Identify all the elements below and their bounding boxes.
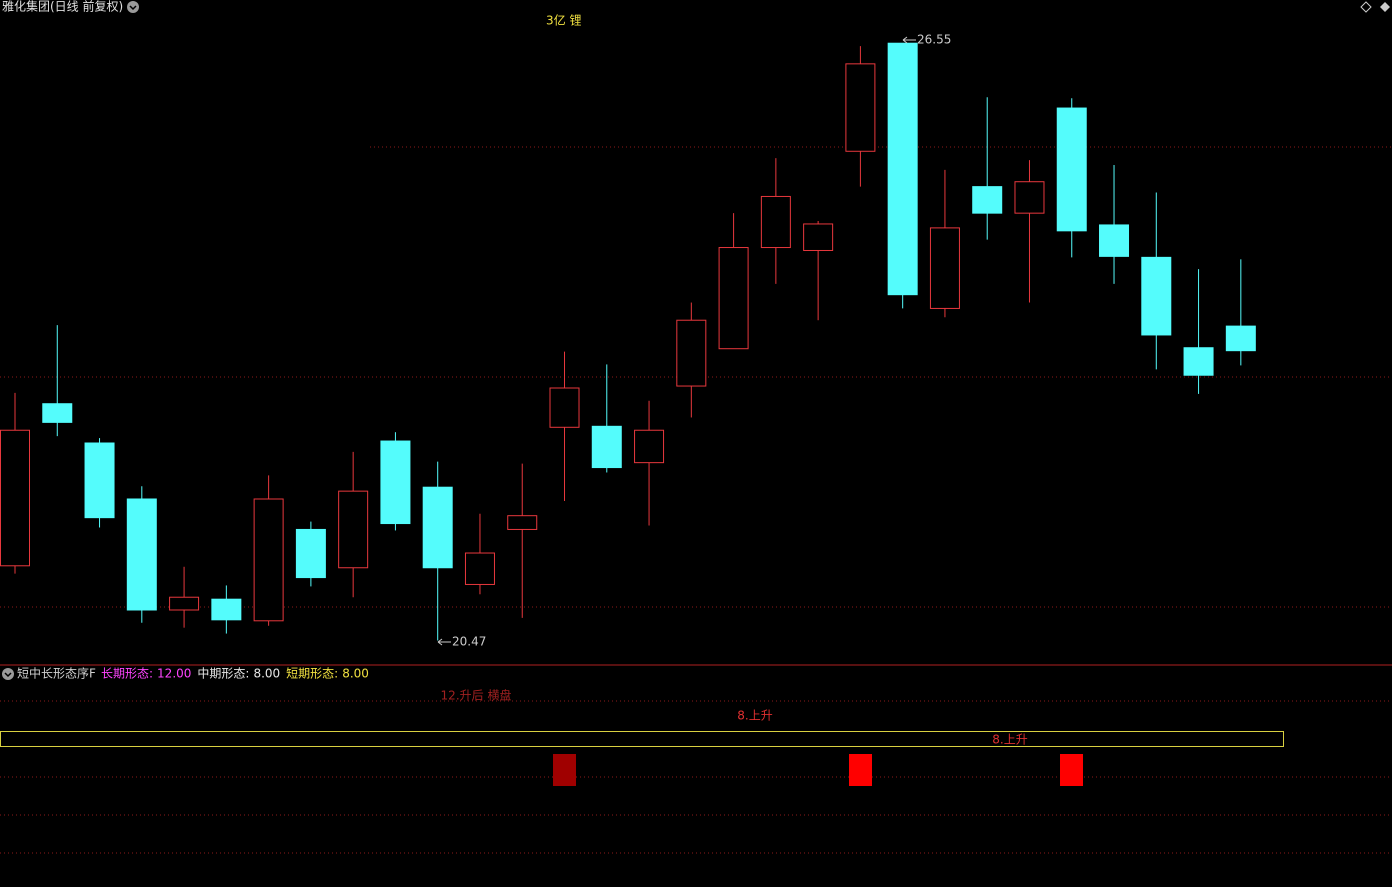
legend-name: 长期形态: xyxy=(101,667,153,681)
icon[interactable] xyxy=(1360,1,1372,13)
candle-body xyxy=(380,440,411,525)
candle-body xyxy=(464,552,495,585)
candle-body xyxy=(1141,256,1172,336)
chart-title: 雅化集团(日线 前复权) xyxy=(2,0,123,14)
legend-value: 8.00 xyxy=(342,667,369,681)
candle-body xyxy=(169,596,200,611)
candle-body xyxy=(253,498,284,622)
candle-body xyxy=(338,490,369,569)
candle-body xyxy=(634,429,665,464)
signal-block xyxy=(849,754,872,786)
candle-body xyxy=(845,63,876,152)
min-label: 20.47 xyxy=(452,635,486,649)
signal-block xyxy=(553,754,576,786)
indicator-box xyxy=(0,731,1284,747)
candle-body xyxy=(1056,107,1087,232)
signal-block xyxy=(1060,754,1083,786)
candle-body xyxy=(0,429,30,567)
candle-body xyxy=(211,598,242,621)
indicator-name: 短中长形态序F xyxy=(17,666,96,681)
min-arrow xyxy=(437,638,451,646)
candle-body xyxy=(929,227,960,309)
chart-subtitle: 3亿 锂 xyxy=(546,13,581,28)
candle-body xyxy=(422,486,453,569)
candle-body xyxy=(507,515,538,530)
legend-name: 中期形态: xyxy=(197,666,249,681)
indicator-label: 8.上升 xyxy=(992,733,1027,747)
legend-value: 8.00 xyxy=(253,667,280,681)
dropdown-arrow xyxy=(129,5,137,11)
candle-body xyxy=(760,195,791,249)
candle-body xyxy=(1014,181,1045,214)
candle-body xyxy=(887,42,918,296)
candle-body xyxy=(1225,325,1256,352)
icon[interactable] xyxy=(1380,2,1390,12)
dropdown-icon[interactable] xyxy=(2,668,14,680)
legend-value: 12.00 xyxy=(157,667,191,681)
candle-body xyxy=(295,528,326,579)
candle-body xyxy=(718,247,749,350)
candle-body xyxy=(1183,347,1214,376)
max-label: 26.55 xyxy=(917,33,951,47)
candle-body xyxy=(972,186,1003,214)
candle-body xyxy=(126,498,157,611)
dropdown-icon[interactable] xyxy=(127,1,139,13)
dropdown-arrow xyxy=(4,672,12,678)
candle-body xyxy=(42,403,73,423)
indicator-label: 8.上升 xyxy=(737,709,772,723)
candle-body xyxy=(803,223,834,251)
indicator-label: 12.升后 横盘 xyxy=(441,688,512,703)
candle-body xyxy=(84,442,115,519)
candle-body xyxy=(591,425,622,469)
max-arrow xyxy=(902,36,916,44)
candle-body xyxy=(1099,224,1130,257)
candle-body xyxy=(549,387,580,428)
legend-name: 短期形态: xyxy=(286,667,338,681)
indicator-legend: 长期形态: 12.00 中期形态: 8.00 短期形态: 8.00 xyxy=(101,666,369,681)
candle-body xyxy=(676,319,707,387)
